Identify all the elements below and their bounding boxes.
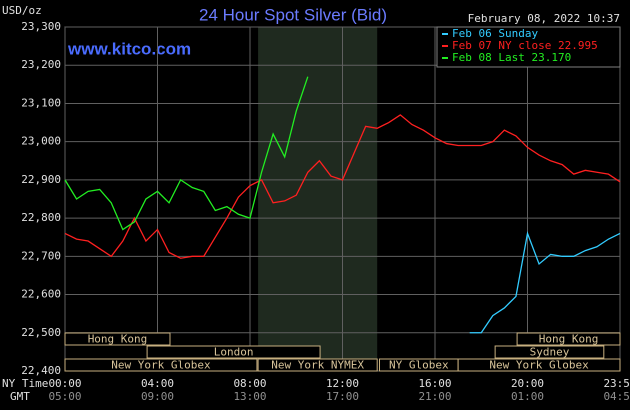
x-tick-label-gmt: 21:00 bbox=[418, 390, 451, 403]
session-shade bbox=[258, 27, 378, 371]
y-tick-label: 23,200 bbox=[21, 58, 61, 71]
legend-label: Feb 06 Sunday bbox=[452, 27, 538, 40]
session-bar bbox=[257, 358, 378, 372]
y-tick-label: 22,500 bbox=[21, 326, 61, 339]
x-tick-label-gmt: 13:00 bbox=[233, 390, 266, 403]
legend-label: Feb 08 Last 23.170 bbox=[452, 51, 571, 64]
chart-title: 24 Hour Spot Silver (Bid) bbox=[199, 5, 387, 24]
session-bar bbox=[457, 358, 621, 372]
x-row-label: GMT bbox=[10, 390, 30, 403]
x-tick-label: 23:59 bbox=[603, 377, 630, 390]
source: www.kitco.com bbox=[67, 39, 191, 58]
x-tick-label: 16:00 bbox=[418, 377, 451, 390]
session-label: Sydney bbox=[530, 346, 570, 359]
y-tick-label: 23,300 bbox=[21, 20, 61, 33]
series-line bbox=[64, 114, 621, 259]
y-tick-label: 23,000 bbox=[21, 135, 61, 148]
y-tick-label: 23,100 bbox=[21, 96, 61, 109]
session-bar bbox=[494, 345, 605, 359]
session-bar bbox=[64, 332, 171, 346]
x-tick-label: 00:00 bbox=[48, 377, 81, 390]
session-bar bbox=[64, 358, 258, 372]
x-tick-label: 08:00 bbox=[233, 377, 266, 390]
session-label: Hong Kong bbox=[88, 333, 148, 346]
y-tick-label: 22,700 bbox=[21, 249, 61, 262]
x-tick-label-gmt: 01:00 bbox=[511, 390, 544, 403]
series-line bbox=[469, 230, 621, 334]
x-tick-label-gmt: 17:00 bbox=[326, 390, 359, 403]
session-bar bbox=[146, 345, 321, 359]
y-tick-label: 22,900 bbox=[21, 173, 61, 186]
y-tick-label: 22,800 bbox=[21, 211, 61, 224]
session-label: New York Globex bbox=[111, 359, 211, 372]
x-tick-label-gmt: 04:59 bbox=[603, 390, 630, 403]
legend-box bbox=[436, 26, 621, 68]
legend-label: Feb 07 NY close 22.995 bbox=[452, 39, 598, 52]
x-tick-label: 20:00 bbox=[511, 377, 544, 390]
y-tick-label: 22,600 bbox=[21, 288, 61, 301]
session-label: Hong Kong bbox=[539, 333, 599, 346]
timestamp: February 08, 2022 10:37 bbox=[468, 12, 620, 25]
x-tick-label: 04:00 bbox=[141, 377, 174, 390]
session-label: New York Globex bbox=[489, 359, 589, 372]
session-bar bbox=[516, 332, 621, 346]
session-label: New York NYMEX bbox=[271, 359, 364, 372]
y-axis-label: USD/oz bbox=[2, 4, 42, 17]
session-label: London bbox=[214, 346, 254, 359]
x-tick-label-gmt: 09:00 bbox=[141, 390, 174, 403]
y-tick-label: 22,400 bbox=[21, 364, 61, 377]
session-label: NY Globex bbox=[389, 359, 449, 372]
series-line bbox=[64, 76, 309, 231]
x-row-label: NY Time bbox=[2, 377, 48, 390]
x-tick-label-gmt: 05:00 bbox=[48, 390, 81, 403]
x-tick-label: 12:00 bbox=[326, 377, 359, 390]
